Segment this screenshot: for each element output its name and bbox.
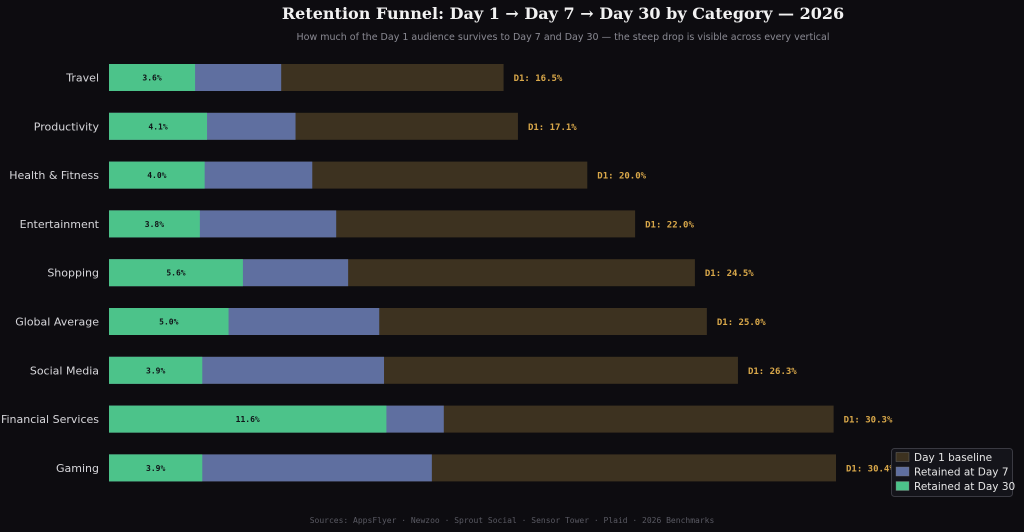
bar-day30 [109, 454, 203, 482]
category-label: Gaming [56, 462, 99, 475]
legend: Day 1 baseline Retained at Day 7 Retained … [891, 448, 1015, 497]
legend-label: Retained at Day 7 [914, 467, 1009, 479]
bar-row: Gaming 3.9% D1: 30.4% [56, 454, 895, 482]
day30-value-label: 3.6% [142, 74, 161, 83]
day30-value-label: 5.6% [166, 269, 185, 278]
category-label: Financial Services [1, 413, 99, 426]
legend-swatch [895, 481, 910, 491]
day30-value-label: 5.0% [159, 318, 178, 327]
bar-day30 [109, 259, 243, 287]
category-label: Entertainment [20, 218, 100, 231]
day1-value-label: D1: 25.0% [717, 318, 766, 328]
category-label: Global Average [15, 316, 99, 329]
bar-row: Financial Services 11.6% D1: 30.3% [1, 405, 893, 433]
day1-value-label: D1: 26.3% [748, 367, 797, 377]
bar-row: Travel 3.6% D1: 16.5% [65, 64, 563, 91]
bar-row: Productivity 4.1% D1: 17.1% [34, 112, 577, 140]
category-label: Health & Fitness [9, 169, 99, 182]
chart-subtitle: How much of the Day 1 audience survives … [296, 32, 829, 43]
day1-value-label: D1: 22.0% [645, 220, 694, 230]
day30-value-label: 3.8% [145, 220, 164, 229]
day1-value-label: D1: 16.5% [514, 74, 563, 84]
category-label: Travel [65, 72, 99, 85]
bar-day30 [109, 356, 203, 384]
bar-day30 [109, 64, 196, 91]
category-label: Social Media [30, 364, 99, 377]
day30-value-label: 4.1% [148, 122, 167, 131]
day1-value-label: D1: 20.0% [597, 172, 646, 182]
legend-swatch [895, 452, 910, 462]
day30-value-label: 3.9% [146, 366, 165, 375]
chart-title: Retention Funnel: Day 1 → Day 7 → Day 30… [282, 4, 844, 23]
day30-value-label: 4.0% [147, 171, 166, 180]
legend-label: Retained at Day 30 [914, 481, 1015, 493]
bar-row: Global Average 5.0% D1: 25.0% [15, 308, 766, 335]
day1-value-label: D1: 17.1% [528, 123, 577, 133]
category-label: Productivity [34, 120, 100, 133]
bars-group: Travel 3.6% D1: 16.5% Productivity 4.1% D1: 1… [1, 64, 895, 482]
bar-row: Entertainment 3.8% D1: 22.0% [20, 210, 694, 238]
legend-label: Day 1 baseline [914, 452, 992, 464]
legend-box [891, 448, 1013, 497]
legend-swatch [895, 466, 910, 477]
bar-day30 [109, 210, 200, 238]
bar-row: Health & Fitness 4.0% D1: 20.0% [9, 161, 647, 189]
bar-row: Shopping 5.6% D1: 24.5% [47, 259, 754, 287]
day1-value-label: D1: 30.4% [846, 464, 895, 474]
day1-value-label: D1: 24.5% [705, 269, 754, 279]
day30-value-label: 11.6% [236, 415, 260, 424]
source-note: Sources: AppsFlyer · Newzoo · Sprout Soc… [310, 516, 715, 525]
bar-day30 [109, 112, 208, 140]
bar-day30 [109, 161, 205, 189]
bar-day30 [109, 405, 387, 433]
day30-value-label: 3.9% [146, 464, 165, 473]
day1-value-label: D1: 30.3% [844, 416, 893, 426]
category-label: Shopping [47, 267, 99, 280]
bar-day30 [109, 308, 229, 335]
bar-row: Social Media 3.9% D1: 26.3% [30, 356, 797, 384]
